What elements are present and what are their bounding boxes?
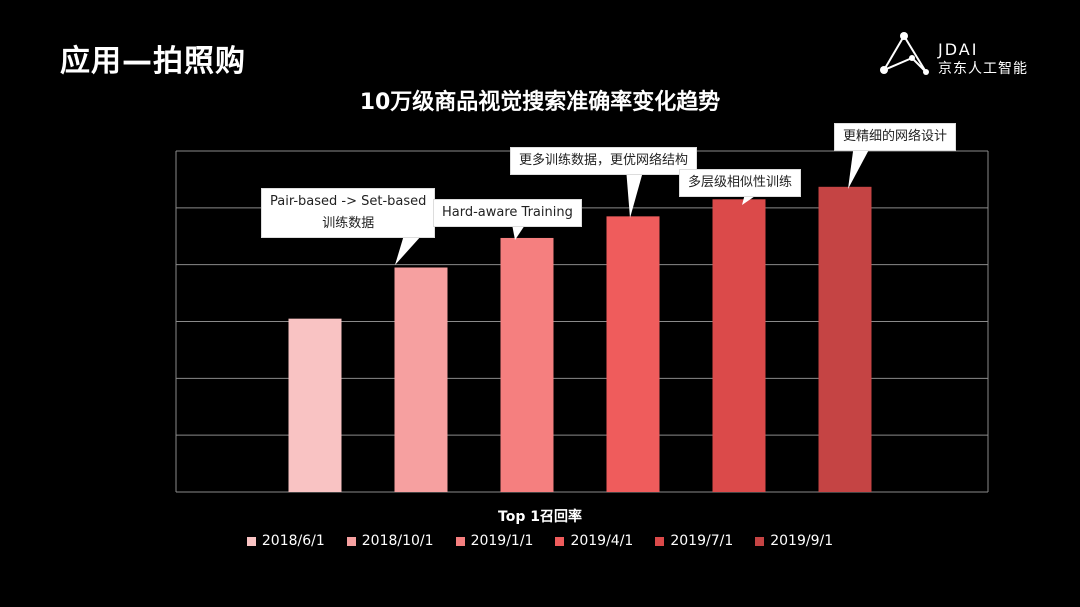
legend-swatch xyxy=(346,536,356,546)
legend-label: 2018/6/1 xyxy=(261,533,325,549)
bar-2019/7/1 xyxy=(712,199,766,492)
legend-label: 2019/9/1 xyxy=(770,533,834,549)
legend-item: 2019/9/1 xyxy=(755,533,833,549)
annotation-callout: 更精细的网络设计 xyxy=(834,123,957,151)
legend-swatch xyxy=(755,536,765,546)
legend-item: 2018/10/1 xyxy=(346,533,434,549)
annotation-text: 更多训练数据，更优网络结构 xyxy=(519,153,689,168)
legend-swatch xyxy=(455,536,465,546)
legend-label: 2018/10/1 xyxy=(361,533,434,549)
legend-swatch xyxy=(655,536,665,546)
chart-legend: 2018/6/1 2018/10/1 2019/1/1 2019/4/1 2019/7/… xyxy=(0,533,1080,549)
legend-item: 2019/7/1 xyxy=(655,533,733,549)
callout-pointer xyxy=(395,235,422,265)
annotation-text: Hard-aware Training xyxy=(442,205,573,220)
legend-label: 2019/1/1 xyxy=(470,533,534,549)
chart-title: 10万级商品视觉搜索准确率变化趋势 xyxy=(359,90,721,115)
bar-2019/1/1 xyxy=(500,237,554,492)
legend-swatch xyxy=(246,536,256,546)
bar-2019/9/1 xyxy=(818,186,872,492)
annotation-text: Pair-based -> Set-based xyxy=(270,194,427,209)
legend-item: 2018/6/1 xyxy=(246,533,325,549)
legend-item: 2019/1/1 xyxy=(455,533,534,549)
jdai-logo: JDAI 京东人工智能 xyxy=(876,30,1056,78)
annotation-text: 训练数据 xyxy=(322,216,375,231)
logo-subtext: 京东人工智能 xyxy=(938,61,1028,77)
legend-swatch xyxy=(555,536,565,546)
legend-label: 2019/4/1 xyxy=(570,533,634,549)
legend-label: 2019/7/1 xyxy=(670,533,734,549)
annotation-callout: 多层级相似性训练 xyxy=(679,169,802,197)
annotation-callout: Hard-aware Training xyxy=(433,199,582,227)
bar-2018/6/1 xyxy=(288,318,342,492)
bar-2018/10/1 xyxy=(394,267,448,492)
logo-text: JDAI xyxy=(938,40,979,59)
bar-2019/4/1 xyxy=(606,216,660,492)
legend-item: 2019/4/1 xyxy=(555,533,633,549)
annotation-text: 更精细的网络设计 xyxy=(843,129,948,144)
callout-pointer xyxy=(848,144,872,189)
logo-icon xyxy=(880,32,929,75)
x-axis-label: Top 1召回率 xyxy=(498,509,582,525)
annotation-callout: Pair-based -> Set-based 训练数据 xyxy=(261,188,436,238)
page-title: 应用—拍照购 xyxy=(60,44,246,79)
annotation-text: 多层级相似性训练 xyxy=(688,175,793,190)
annotation-callout: 更多训练数据，更优网络结构 xyxy=(510,147,698,175)
callout-pointer xyxy=(626,168,644,218)
